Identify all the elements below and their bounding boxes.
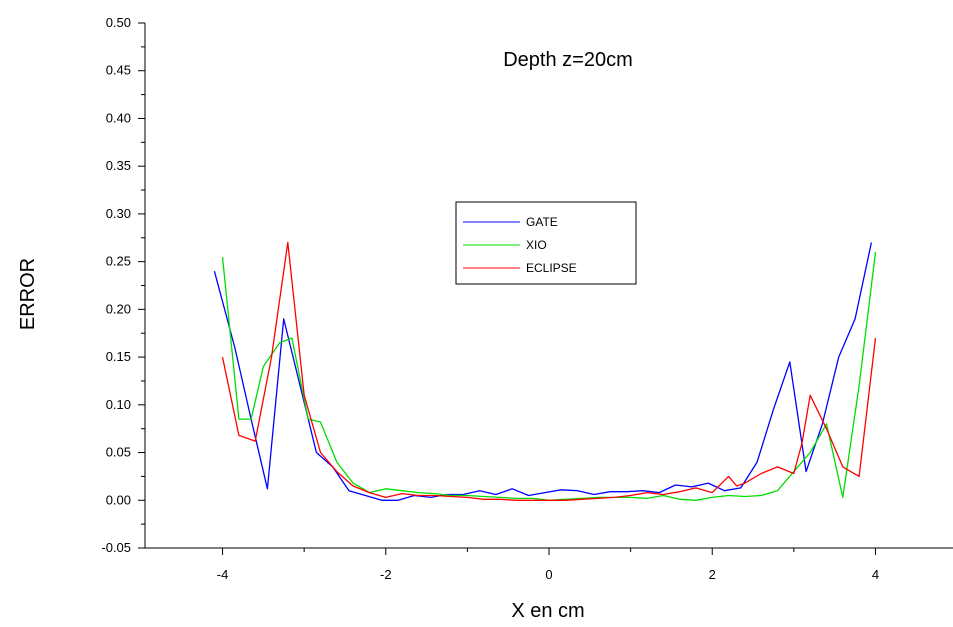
y-tick-label: 0.40 (106, 110, 131, 125)
plot-area: -0.05 0.00 0.05 0.10 0.15 0.20 0.25 0.30 0.35 0.4… (101, 15, 953, 582)
y-tick-label: 0.10 (106, 397, 131, 412)
series-line-gate (213, 242, 873, 501)
y-tick-label: -0.05 (101, 540, 131, 555)
y-axis-title: ERROR (17, 258, 39, 330)
x-tick-label: -2 (380, 567, 392, 582)
series-line-xio (221, 252, 877, 501)
y-tick-label: 0.35 (106, 158, 131, 173)
y-tick-label: 0.00 (106, 492, 131, 507)
series-layer (213, 241, 877, 501)
x-tick-label: 0 (545, 567, 552, 582)
y-tick-label: 0.20 (106, 301, 131, 316)
y-tick-label: 0.50 (106, 15, 131, 30)
x-axis-title: X en cm (511, 600, 584, 622)
legend-label-eclipse: ECLIPSE (526, 261, 577, 275)
y-tick-label: 0.15 (106, 349, 131, 364)
y-axis-ticks: -0.05 0.00 0.05 0.10 0.15 0.20 0.25 0.30 0.35 0.4… (101, 15, 145, 555)
y-tick-label: 0.30 (106, 206, 131, 221)
y-tick-label: 0.25 (106, 254, 131, 269)
chart-annotation: Depth z=20cm (503, 49, 633, 71)
x-tick-label: 4 (872, 567, 879, 582)
legend-label-xio: XIO (526, 238, 547, 252)
y-tick-label: 0.05 (106, 445, 131, 460)
y-tick-label: 0.45 (106, 63, 131, 78)
x-tick-label: -4 (217, 567, 229, 582)
legend: GATE XIO ECLIPSE (455, 201, 637, 285)
x-tick-label: 2 (709, 567, 716, 582)
legend-label-gate: GATE (526, 215, 558, 229)
legend-box (455, 201, 637, 285)
series-line-eclipse (221, 241, 877, 501)
x-axis-ticks: -4 -2 0 2 4 (217, 548, 879, 582)
